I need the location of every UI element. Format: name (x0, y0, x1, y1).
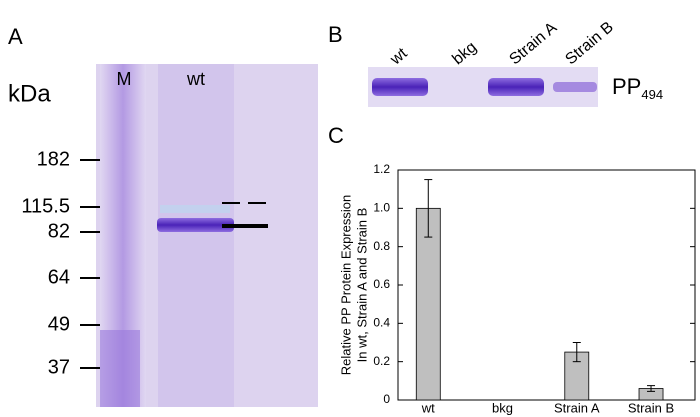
panel-c: 0 0.2 0.4 0.6 0.8 1.0 1.2 Relative PP Protein E… (338, 162, 696, 415)
band (553, 82, 597, 92)
marker-label: 182 (37, 148, 70, 170)
band (157, 218, 234, 232)
marker-label: 115.5 (21, 195, 70, 217)
panel-label: B (328, 22, 343, 47)
panel-label: A (8, 24, 23, 49)
marker-smear (100, 330, 140, 407)
lane-label: bkg (449, 39, 480, 69)
y-tick-label: 0.4 (373, 316, 390, 330)
y-axis-label: Relative PP Protein Expression (338, 195, 353, 375)
marker-label: 49 (48, 313, 70, 335)
lane-label: wt (387, 45, 411, 69)
lane-label: Strain A (506, 19, 560, 68)
x-tick-label: Strain B (628, 400, 674, 415)
y-tick-label: 0 (383, 392, 390, 406)
y-tick-label: 0.2 (373, 354, 390, 368)
protein-label: PP494 (612, 74, 663, 103)
marker-label: 37 (48, 356, 70, 378)
x-tick-label: wt (421, 400, 435, 415)
panel-b: wt bkg Strain A Strain B (387, 19, 617, 69)
faint-band (160, 205, 230, 213)
plot-frame (397, 169, 696, 401)
y-tick-label: 1.2 (373, 162, 390, 176)
band (488, 78, 544, 96)
wt-lane (158, 64, 234, 407)
y-axis-label: In wt, Strain A and Strain B (354, 208, 369, 363)
marker-label: 82 (48, 220, 70, 242)
lane-label: M (117, 69, 132, 89)
lane-label: Strain B (562, 19, 617, 69)
x-tick-label: bkg (492, 400, 513, 415)
bar (415, 207, 441, 401)
band (372, 78, 428, 96)
y-tick-label: 0.8 (373, 239, 390, 253)
panel-label: C (328, 123, 344, 148)
x-tick-label: Strain A (554, 400, 600, 415)
lane-label: wt (186, 69, 205, 89)
y-tick-label: 1.0 (373, 201, 390, 215)
marker-label: 64 (48, 266, 70, 288)
unit-label: kDa (8, 80, 51, 107)
y-tick-label: 0.6 (373, 277, 390, 291)
protein-subscript: 494 (641, 87, 663, 102)
protein-name: PP (612, 74, 641, 99)
